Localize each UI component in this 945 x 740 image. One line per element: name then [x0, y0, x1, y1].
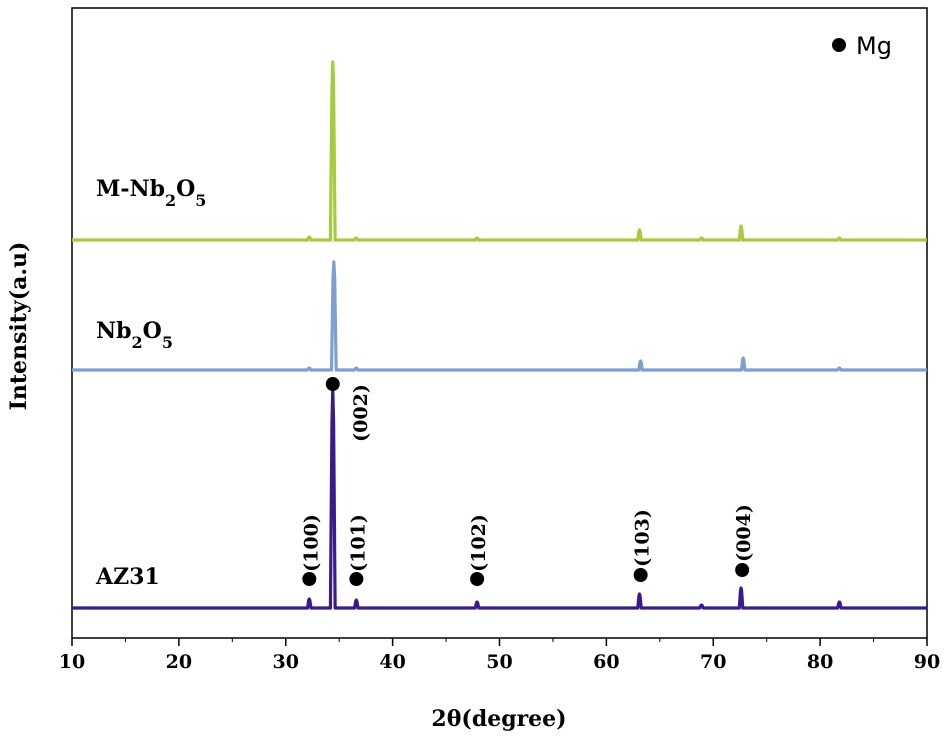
- series-label-1: Nb2O5: [96, 318, 173, 352]
- x-axis: 10 20 30 40 50 60 70 80 90: [59, 638, 940, 673]
- mg-peak-marker: [633, 568, 648, 582]
- hkl-label: (103): [632, 509, 654, 567]
- x-tick-label: 80: [807, 651, 833, 673]
- series-label-part: 5: [162, 333, 173, 352]
- x-axis-title: 2θ(degree): [431, 706, 566, 732]
- mg-peak-marker: [302, 572, 317, 586]
- annotation-layer: (100) (002) (101) (102) (103) (004): [300, 377, 755, 586]
- x-tick-label: 30: [273, 651, 299, 673]
- mg-peak-marker: [325, 377, 340, 391]
- series-line-2: [72, 60, 927, 242]
- series-label-2: M-Nb2O5: [96, 176, 206, 210]
- y-axis-title: Intensity(a.u): [6, 242, 32, 411]
- legend-label: Mg: [856, 32, 892, 60]
- hkl-label: (002): [350, 384, 372, 442]
- plot-frame: [71, 7, 928, 639]
- mg-peak-marker: [349, 572, 364, 586]
- legend-marker: [832, 38, 846, 52]
- x-tick-label: 20: [166, 651, 192, 673]
- series-label-part: O: [176, 176, 195, 202]
- series-layer: [72, 60, 927, 610]
- series-label-part: Nb: [96, 318, 132, 344]
- series-label-part: 2: [132, 333, 143, 352]
- legend: Mg: [832, 32, 892, 60]
- series-label-part: 5: [195, 191, 206, 210]
- hkl-label: (101): [347, 514, 369, 572]
- x-tick-label: 10: [59, 651, 85, 673]
- hkl-label: (102): [468, 514, 490, 572]
- series-line-1: [72, 260, 927, 372]
- x-tick-label: 70: [700, 651, 726, 673]
- x-tick-label: 40: [379, 651, 405, 673]
- x-tick-label: 60: [593, 651, 619, 673]
- hkl-label: (004): [733, 504, 755, 562]
- mg-peak-marker: [470, 572, 485, 586]
- x-tick-label: 90: [914, 651, 940, 673]
- series-label-part: O: [143, 318, 162, 344]
- series-label-0: AZ31: [95, 564, 160, 590]
- series-label-part: 2: [165, 191, 176, 210]
- x-tick-label: 50: [486, 651, 512, 673]
- mg-peak-marker: [735, 563, 750, 577]
- hkl-label: (100): [300, 514, 322, 572]
- series-label-part: AZ31: [95, 564, 160, 590]
- series-label-part: M-Nb: [96, 176, 165, 202]
- series-line-0: [72, 388, 927, 610]
